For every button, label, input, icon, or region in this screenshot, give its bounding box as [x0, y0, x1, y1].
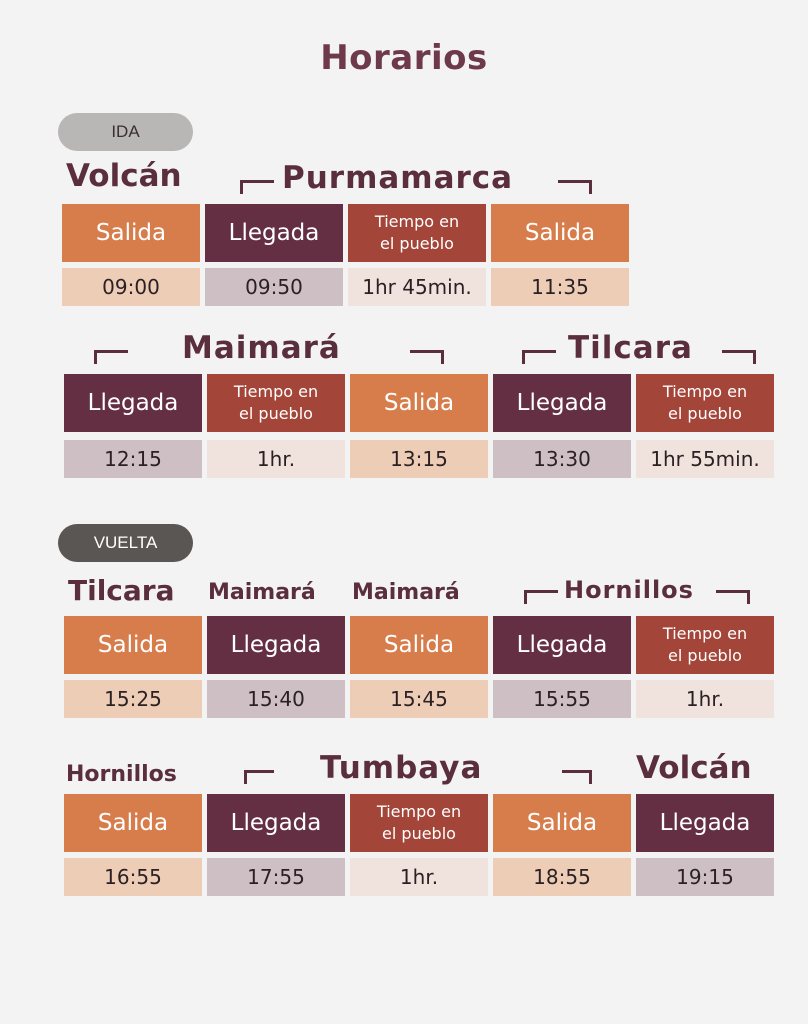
time-cell: 15:25	[64, 680, 202, 718]
bracket-right	[562, 770, 592, 784]
header-salida: Salida	[64, 616, 202, 674]
page-title: Horarios	[320, 38, 488, 78]
header-llegada: Llegada	[205, 204, 343, 262]
bracket-left	[522, 350, 556, 364]
bracket-left	[240, 180, 274, 194]
header-tiempo: Tiempo en el pueblo	[350, 794, 488, 852]
time-cell: 15:40	[207, 680, 345, 718]
time-cell: 1hr.	[636, 680, 774, 718]
town-label: Hornillos	[564, 576, 694, 604]
town-label: Tilcara	[568, 330, 693, 366]
town-label: Volcán	[66, 158, 182, 194]
header-salida: Salida	[493, 794, 631, 852]
time-cell: 09:50	[205, 268, 343, 306]
town-label: Tumbaya	[320, 750, 483, 786]
time-cell: 1hr.	[350, 858, 488, 896]
town-label: Volcán	[636, 750, 752, 786]
header-salida: Salida	[491, 204, 629, 262]
bracket-left	[244, 770, 274, 784]
town-label: Maimará	[352, 580, 460, 605]
bracket-right	[410, 350, 444, 364]
time-cell: 13:15	[350, 440, 488, 478]
town-label: Tilcara	[68, 574, 175, 607]
header-llegada: Llegada	[64, 374, 202, 432]
time-cell: 15:55	[493, 680, 631, 718]
time-cell: 15:45	[350, 680, 488, 718]
vuelta-badge: VUELTA	[58, 524, 193, 562]
header-salida: Salida	[350, 616, 488, 674]
header-salida: Salida	[350, 374, 488, 432]
header-tiempo: Tiempo en el pueblo	[207, 374, 345, 432]
time-cell: 1hr.	[207, 440, 345, 478]
header-llegada: Llegada	[207, 616, 345, 674]
time-cell: 09:00	[62, 268, 200, 306]
bracket-right	[558, 180, 592, 194]
ida-badge: IDA	[58, 113, 193, 151]
town-label: Hornillos	[66, 762, 177, 787]
time-cell: 1hr 45min.	[348, 268, 486, 306]
header-salida: Salida	[64, 794, 202, 852]
header-salida: Salida	[62, 204, 200, 262]
town-label: Maimará	[182, 330, 341, 366]
bracket-right	[716, 590, 750, 604]
time-cell: 13:30	[493, 440, 631, 478]
header-tiempo: Tiempo en el pueblo	[636, 374, 774, 432]
bracket-left	[94, 350, 128, 364]
header-llegada: Llegada	[493, 374, 631, 432]
bracket-right	[722, 350, 756, 364]
bracket-left	[524, 590, 558, 604]
town-label: Purmamarca	[282, 160, 514, 196]
time-cell: 16:55	[64, 858, 202, 896]
time-cell: 11:35	[491, 268, 629, 306]
header-tiempo: Tiempo en el pueblo	[348, 204, 486, 262]
time-cell: 1hr 55min.	[636, 440, 774, 478]
town-label: Maimará	[208, 580, 316, 605]
time-cell: 12:15	[64, 440, 202, 478]
header-llegada: Llegada	[207, 794, 345, 852]
header-llegada: Llegada	[493, 616, 631, 674]
time-cell: 17:55	[207, 858, 345, 896]
time-cell: 19:15	[636, 858, 774, 896]
header-tiempo: Tiempo en el pueblo	[636, 616, 774, 674]
header-llegada: Llegada	[636, 794, 774, 852]
time-cell: 18:55	[493, 858, 631, 896]
